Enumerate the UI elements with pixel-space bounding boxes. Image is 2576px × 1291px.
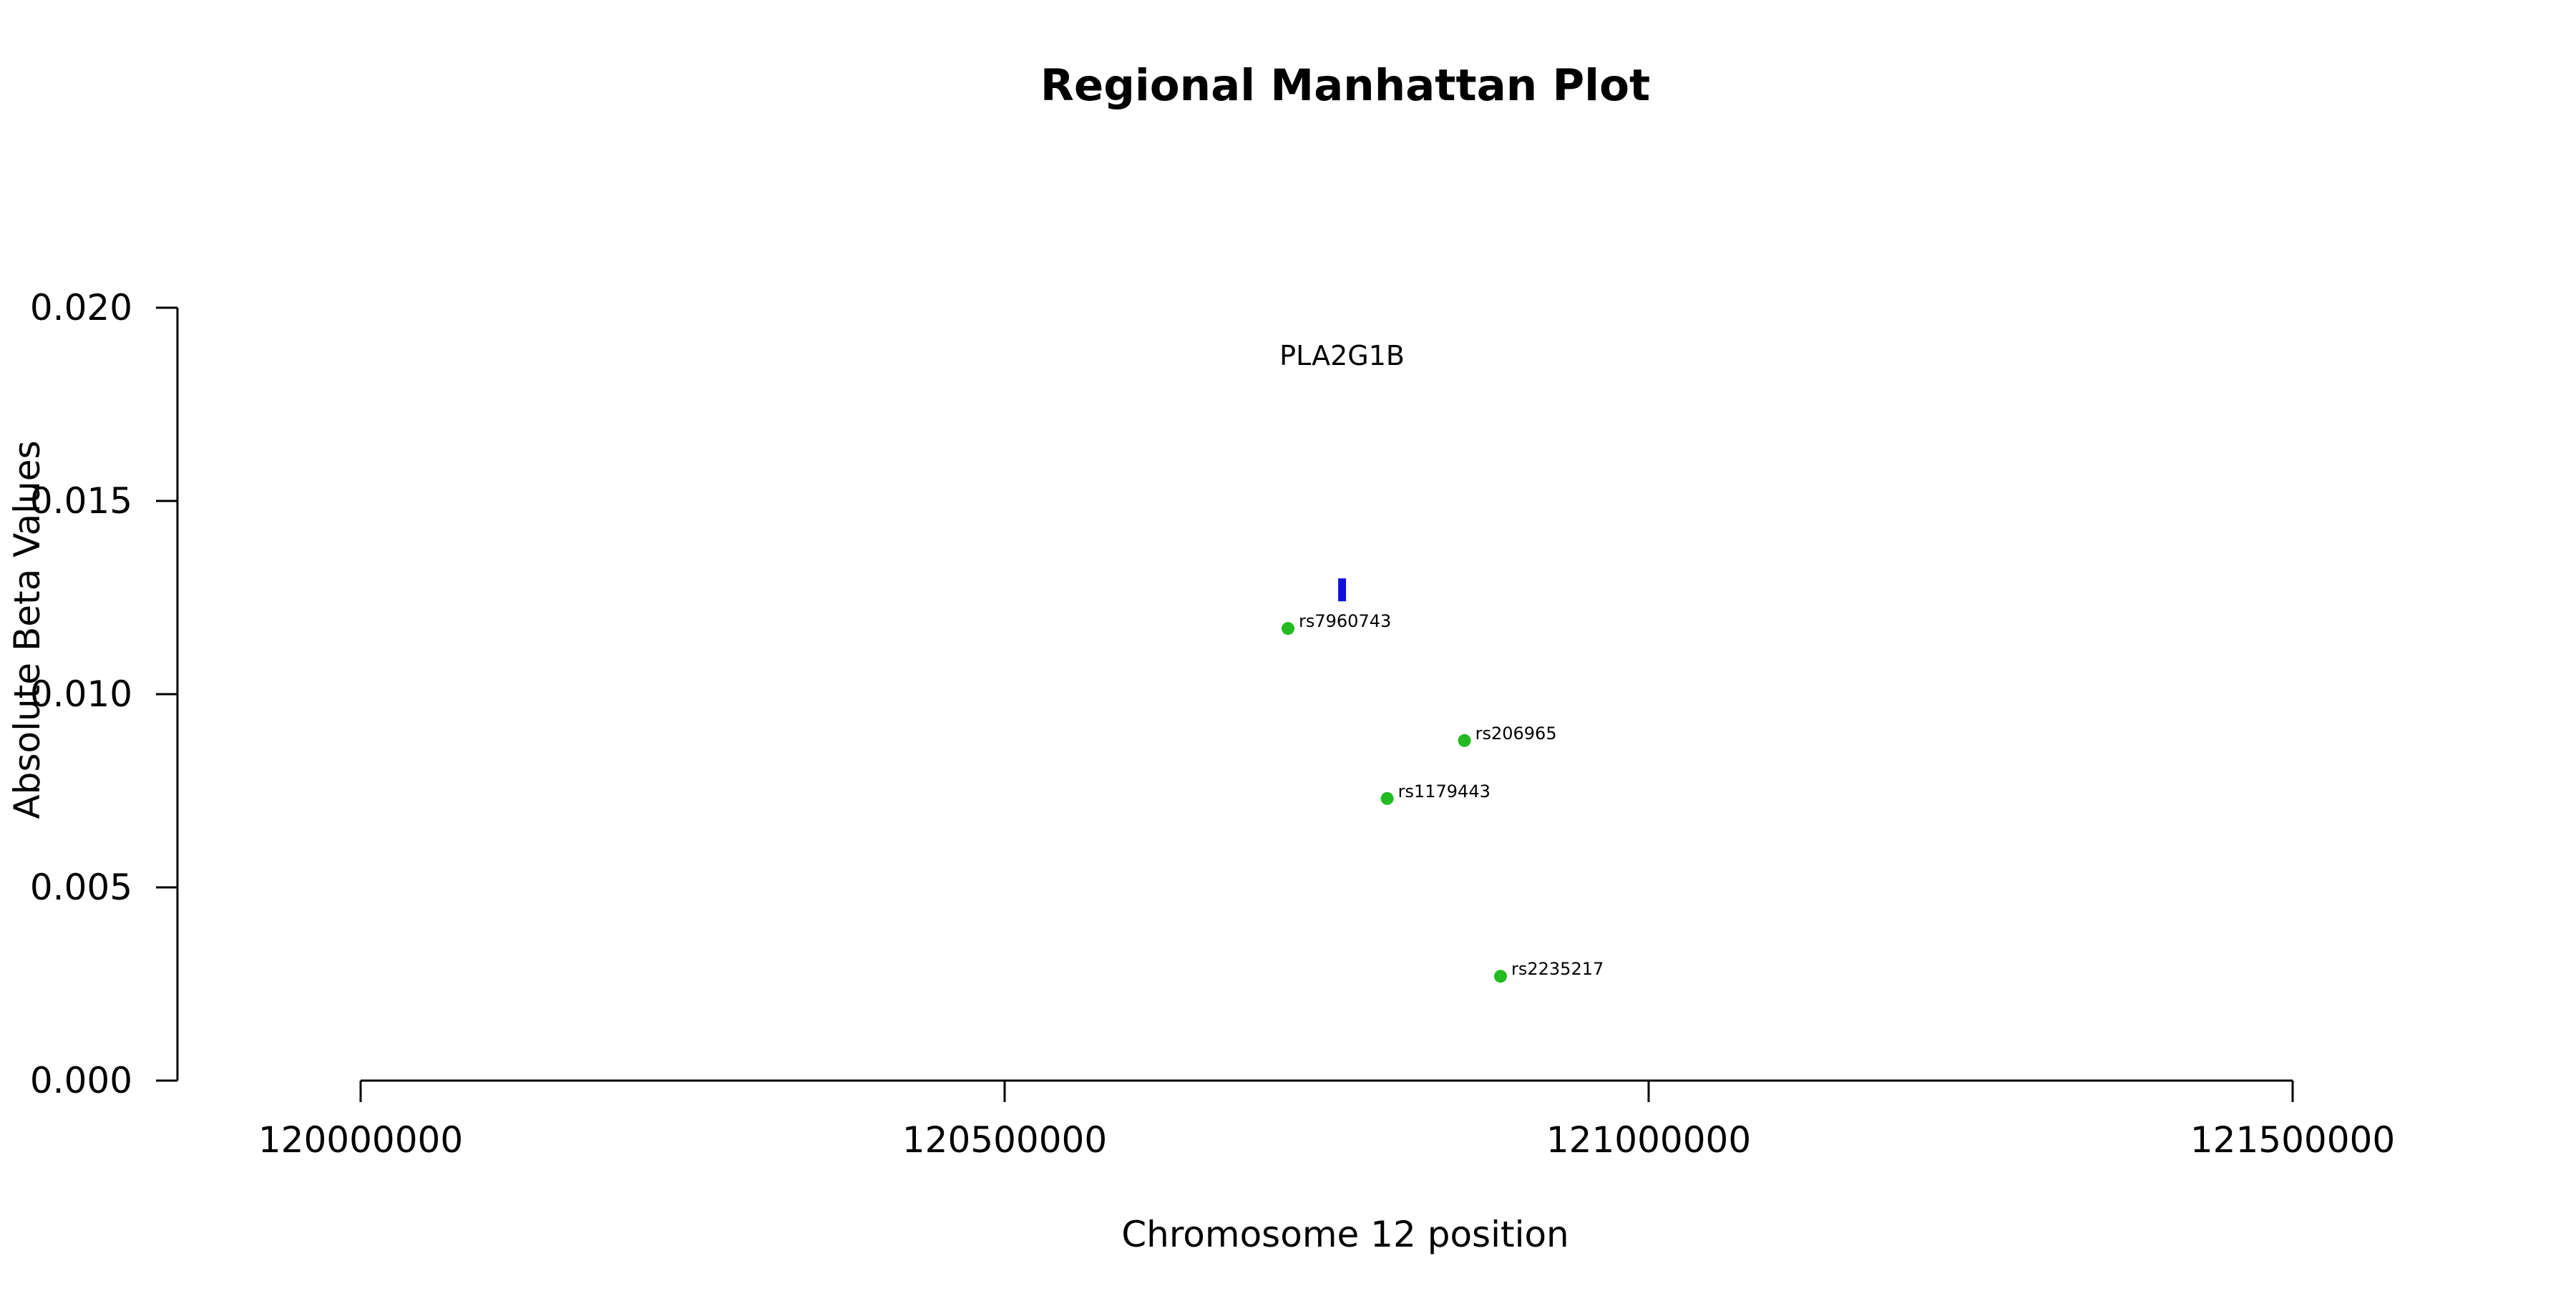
snp-point xyxy=(1380,791,1394,805)
y-axis-ticks: 0.000 0.005 0.010 0.015 0.020 xyxy=(30,287,177,1101)
snp-label: rs2235217 xyxy=(1511,959,1604,979)
y-tick-label: 0.015 xyxy=(30,480,132,522)
x-tick-label: 120500000 xyxy=(902,1119,1107,1161)
snp-label: rs7960743 xyxy=(1299,611,1391,631)
x-axis-ticks: 120000000 120500000 121000000 121500000 xyxy=(258,1081,2395,1161)
y-tick-label: 0.005 xyxy=(30,867,132,908)
y-tick-label: 0.010 xyxy=(30,673,132,715)
snp-point xyxy=(1494,970,1507,983)
y-axis-label: Absolute Beta Values xyxy=(6,441,48,819)
gene-label: PLA2G1B xyxy=(1279,340,1405,371)
chart-title: Regional Manhattan Plot xyxy=(1040,60,1650,111)
snp-point xyxy=(1458,734,1471,747)
x-tick-label: 121000000 xyxy=(1546,1119,1751,1161)
snp-point xyxy=(1282,622,1294,635)
x-tick-label: 120000000 xyxy=(258,1119,463,1161)
snp-label: rs1179443 xyxy=(1398,781,1491,802)
y-tick-label: 0.020 xyxy=(30,287,132,328)
gene-layer: PLA2G1B xyxy=(1279,340,1405,602)
x-axis-label: Chromosome 12 position xyxy=(1121,1214,1569,1255)
x-tick-label: 121500000 xyxy=(2190,1119,2395,1161)
snp-label: rs206965 xyxy=(1475,724,1557,744)
points-layer: rs7960743 rs206965 rs1179443 rs2235217 xyxy=(1282,611,1604,983)
gene-bar xyxy=(1338,578,1347,602)
y-tick-label: 0.000 xyxy=(30,1060,132,1101)
